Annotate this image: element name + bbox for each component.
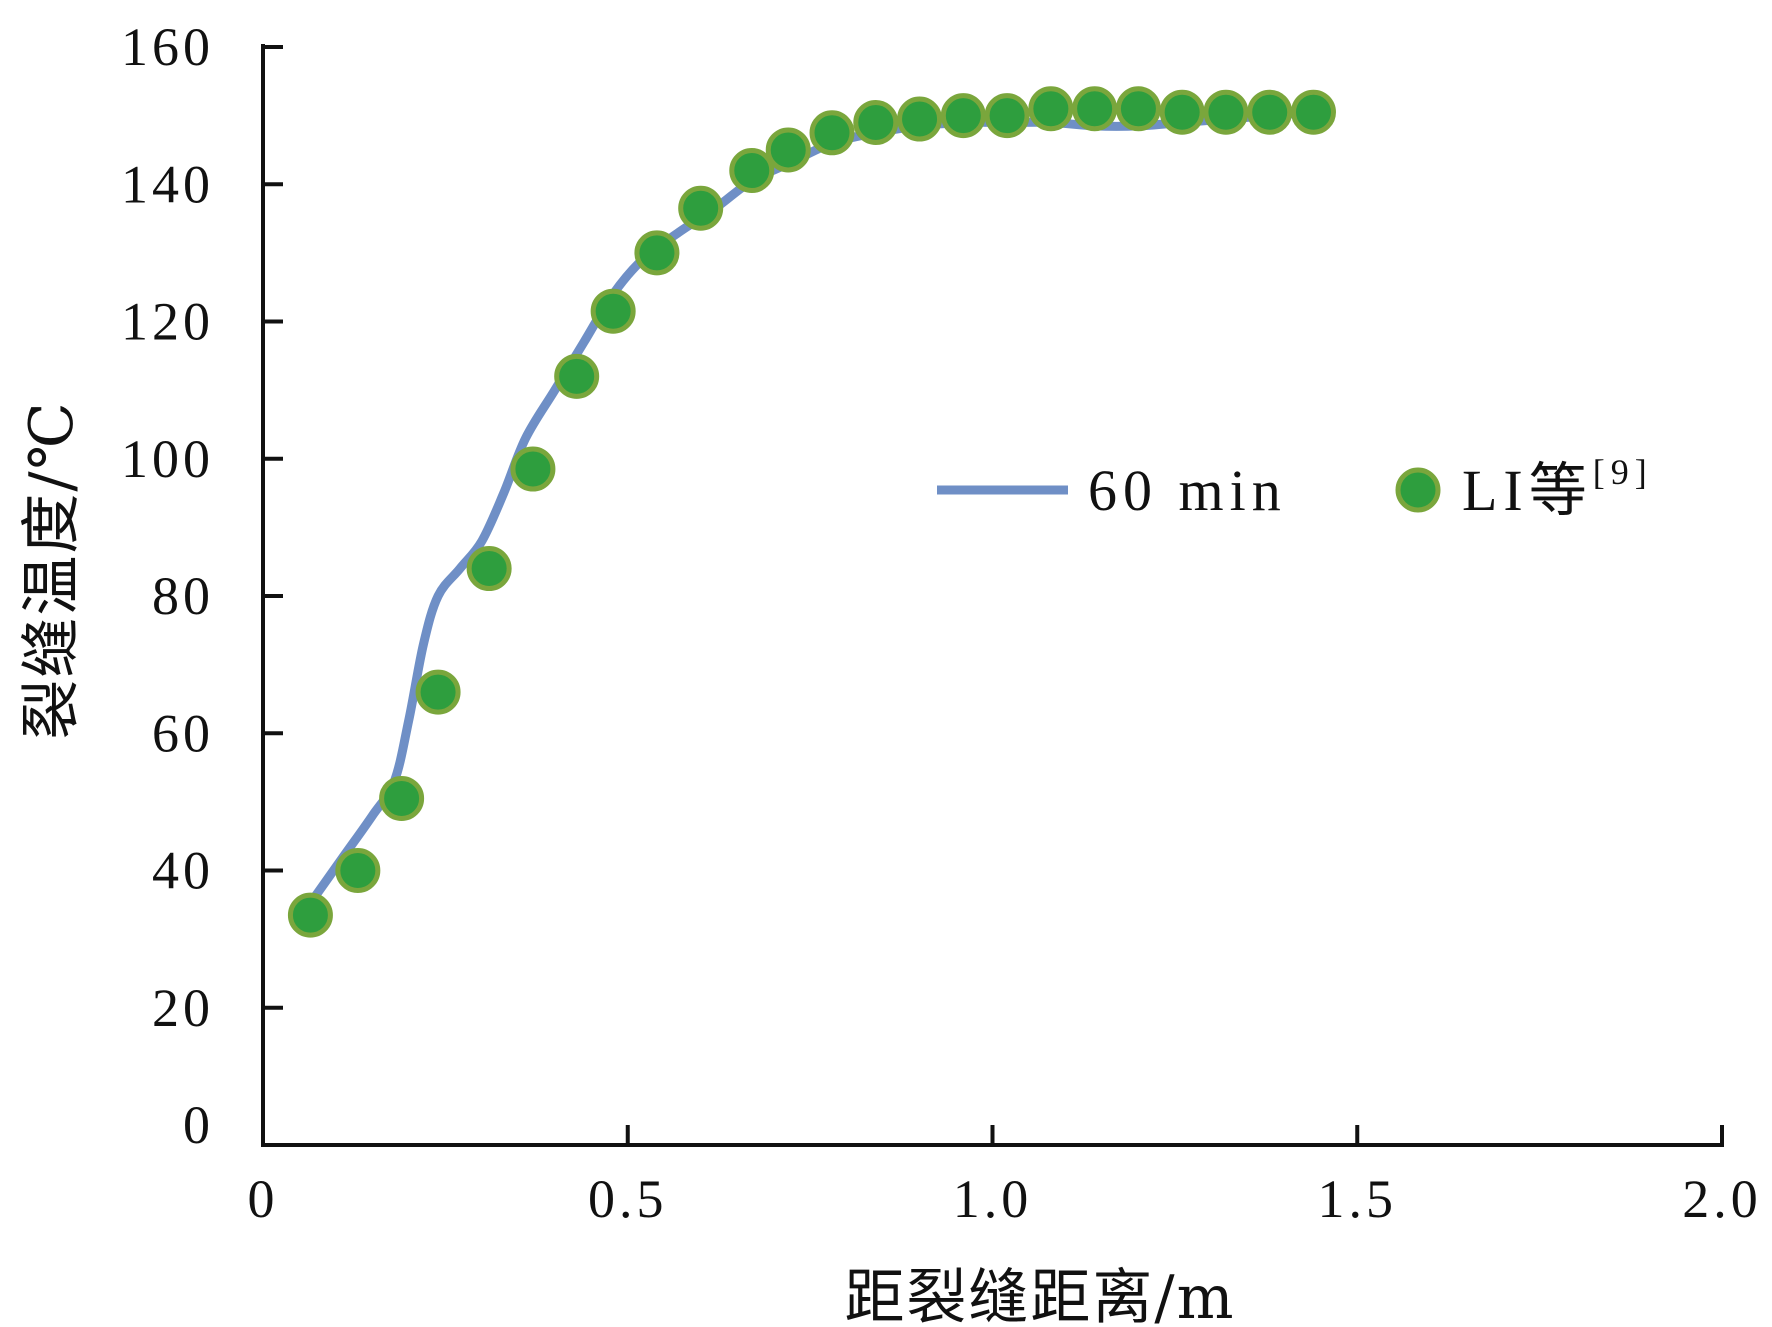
legend-label-li-text: LI等 (1462, 458, 1593, 523)
x-tick-label: 1.0 (953, 1169, 1033, 1229)
data-point-li (678, 185, 724, 231)
legend-marker-swatch (1395, 467, 1441, 513)
data-point-li (897, 96, 943, 142)
data-point-li (379, 775, 425, 821)
y-tick-label: 100 (121, 429, 214, 489)
data-point-li (1290, 89, 1336, 135)
y-axis-title: 裂缝温度/℃ (17, 400, 87, 739)
y-tick-label: 60 (152, 703, 214, 763)
data-point-li (634, 230, 680, 276)
x-tick-label: 1.5 (1318, 1169, 1398, 1229)
data-point-li (1247, 89, 1293, 135)
y-tick-label: 40 (152, 841, 214, 901)
data-point-li (1159, 89, 1205, 135)
data-point-li (590, 288, 636, 334)
data-point-li (765, 127, 811, 173)
data-point-li (853, 99, 899, 145)
data-point-li (1028, 86, 1074, 132)
data-point-li (554, 353, 600, 399)
x-axis-ticks: 0 0.5 1.0 1.5 2.0 (248, 1125, 1762, 1229)
data-point-li (984, 93, 1030, 139)
data-point-li (415, 669, 461, 715)
data-point-li (729, 148, 775, 194)
data-point-li (510, 446, 556, 492)
plot-area (287, 86, 1336, 938)
axes (261, 44, 1724, 1147)
legend-label-li: LI等[9] (1462, 452, 1653, 523)
x-axis-title: 距裂缝距离/m (844, 1263, 1235, 1327)
data-point-li (1115, 86, 1161, 132)
legend-label-60min: 60 min (1088, 458, 1287, 523)
y-tick-label: 120 (121, 292, 214, 352)
data-point-li (466, 546, 512, 592)
legend-label-li-citation: [9] (1593, 452, 1653, 492)
y-axis-ticks: 0 20 40 60 80 100 120 140 160 (121, 17, 283, 1155)
data-point-li (287, 892, 333, 938)
y-tick-label: 140 (121, 154, 214, 214)
data-point-li (940, 93, 986, 139)
data-point-li (809, 110, 855, 156)
x-tick-label: 2.0 (1682, 1169, 1762, 1229)
data-point-li (335, 848, 381, 893)
y-tick-label: 160 (121, 17, 214, 77)
data-point-li (1072, 86, 1118, 132)
y-tick-label: 20 (152, 978, 214, 1038)
data-point-li (1203, 89, 1249, 135)
y-tick-label: 0 (183, 1095, 214, 1155)
y-tick-label: 80 (152, 566, 214, 626)
x-tick-label: 0.5 (588, 1169, 668, 1229)
legend: 60 min LI等[9] (937, 452, 1653, 523)
x-tick-label: 0 (248, 1169, 279, 1229)
